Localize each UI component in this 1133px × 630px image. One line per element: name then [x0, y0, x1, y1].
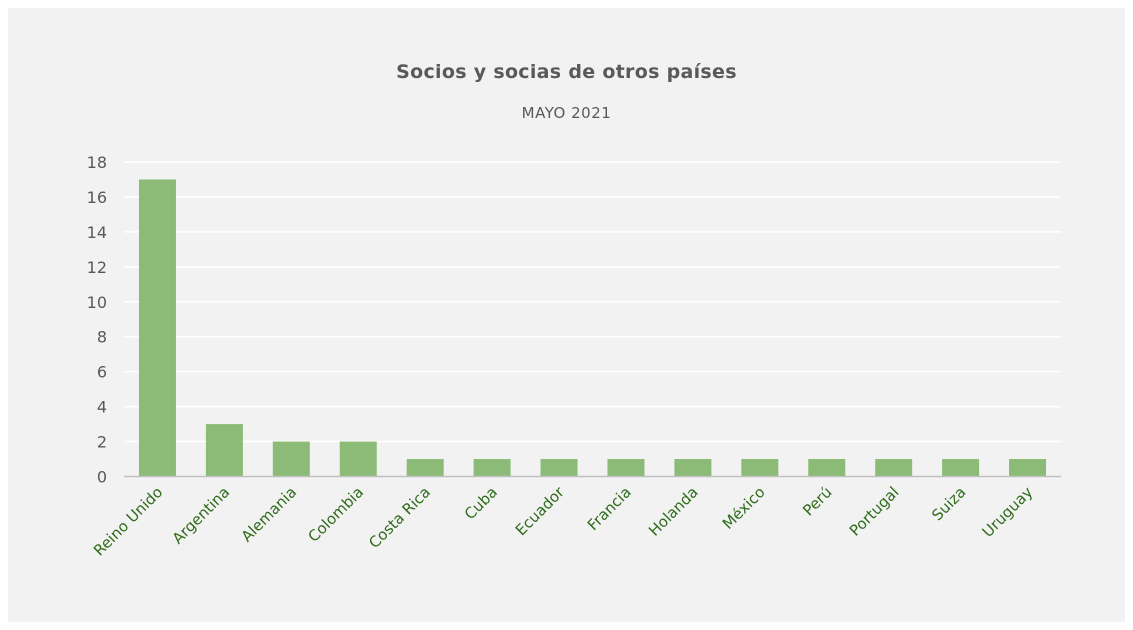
- x-tick-label: Costa Rica: [365, 483, 434, 552]
- bar: [942, 459, 980, 477]
- bar: [674, 459, 712, 477]
- y-tick-label: 0: [97, 468, 107, 487]
- bar: [473, 459, 511, 477]
- y-axis-ticks: 0 2 4 6 8 10 12 14 16 18: [87, 153, 107, 487]
- y-tick-label: 14: [87, 223, 107, 242]
- bar: [406, 459, 444, 477]
- chart-panel: Socios y socias de otros países MAYO 202…: [8, 8, 1125, 622]
- bar: [875, 459, 913, 477]
- y-tick-label: 18: [87, 153, 107, 172]
- x-tick-label: Uruguay: [979, 483, 1037, 541]
- y-tick-label: 8: [97, 328, 107, 347]
- x-tick-label: México: [719, 483, 769, 533]
- chart-subtitle: MAYO 2021: [521, 104, 612, 122]
- x-tick-label: Holanda: [645, 483, 702, 540]
- x-tick-label: Cuba: [461, 483, 501, 523]
- x-tick-label: Argentina: [169, 483, 233, 547]
- grid-lines: [124, 161, 1061, 443]
- bar: [741, 459, 779, 477]
- y-tick-label: 4: [97, 398, 107, 417]
- x-tick-label: Reino Unido: [90, 483, 166, 559]
- x-tick-label: Ecuador: [512, 483, 569, 540]
- x-tick-label: Portugal: [846, 483, 903, 540]
- bar: [272, 441, 310, 477]
- y-tick-label: 2: [97, 433, 107, 452]
- bar: [339, 441, 377, 477]
- y-tick-label: 12: [87, 258, 107, 277]
- bar: [540, 459, 578, 477]
- bar: [1009, 459, 1047, 477]
- bar: [138, 179, 176, 477]
- bar: [205, 424, 243, 477]
- bars: [138, 179, 1047, 477]
- x-tick-label: Francia: [584, 483, 635, 534]
- y-tick-label: 6: [97, 363, 107, 382]
- bar: [607, 459, 645, 477]
- x-tick-label: Perú: [799, 483, 835, 519]
- x-axis-ticks: Reino Unido Argentina Alemania ColombiaCost…: [90, 483, 1036, 560]
- x-tick-label: Colombia: [304, 483, 367, 546]
- chart-title: Socios y socias de otros países: [396, 61, 737, 83]
- bar: [808, 459, 846, 477]
- y-tick-label: 16: [87, 188, 107, 207]
- x-tick-label: Suiza: [928, 483, 969, 524]
- x-tick-label: Alemania: [238, 483, 300, 545]
- y-tick-label: 10: [87, 293, 107, 312]
